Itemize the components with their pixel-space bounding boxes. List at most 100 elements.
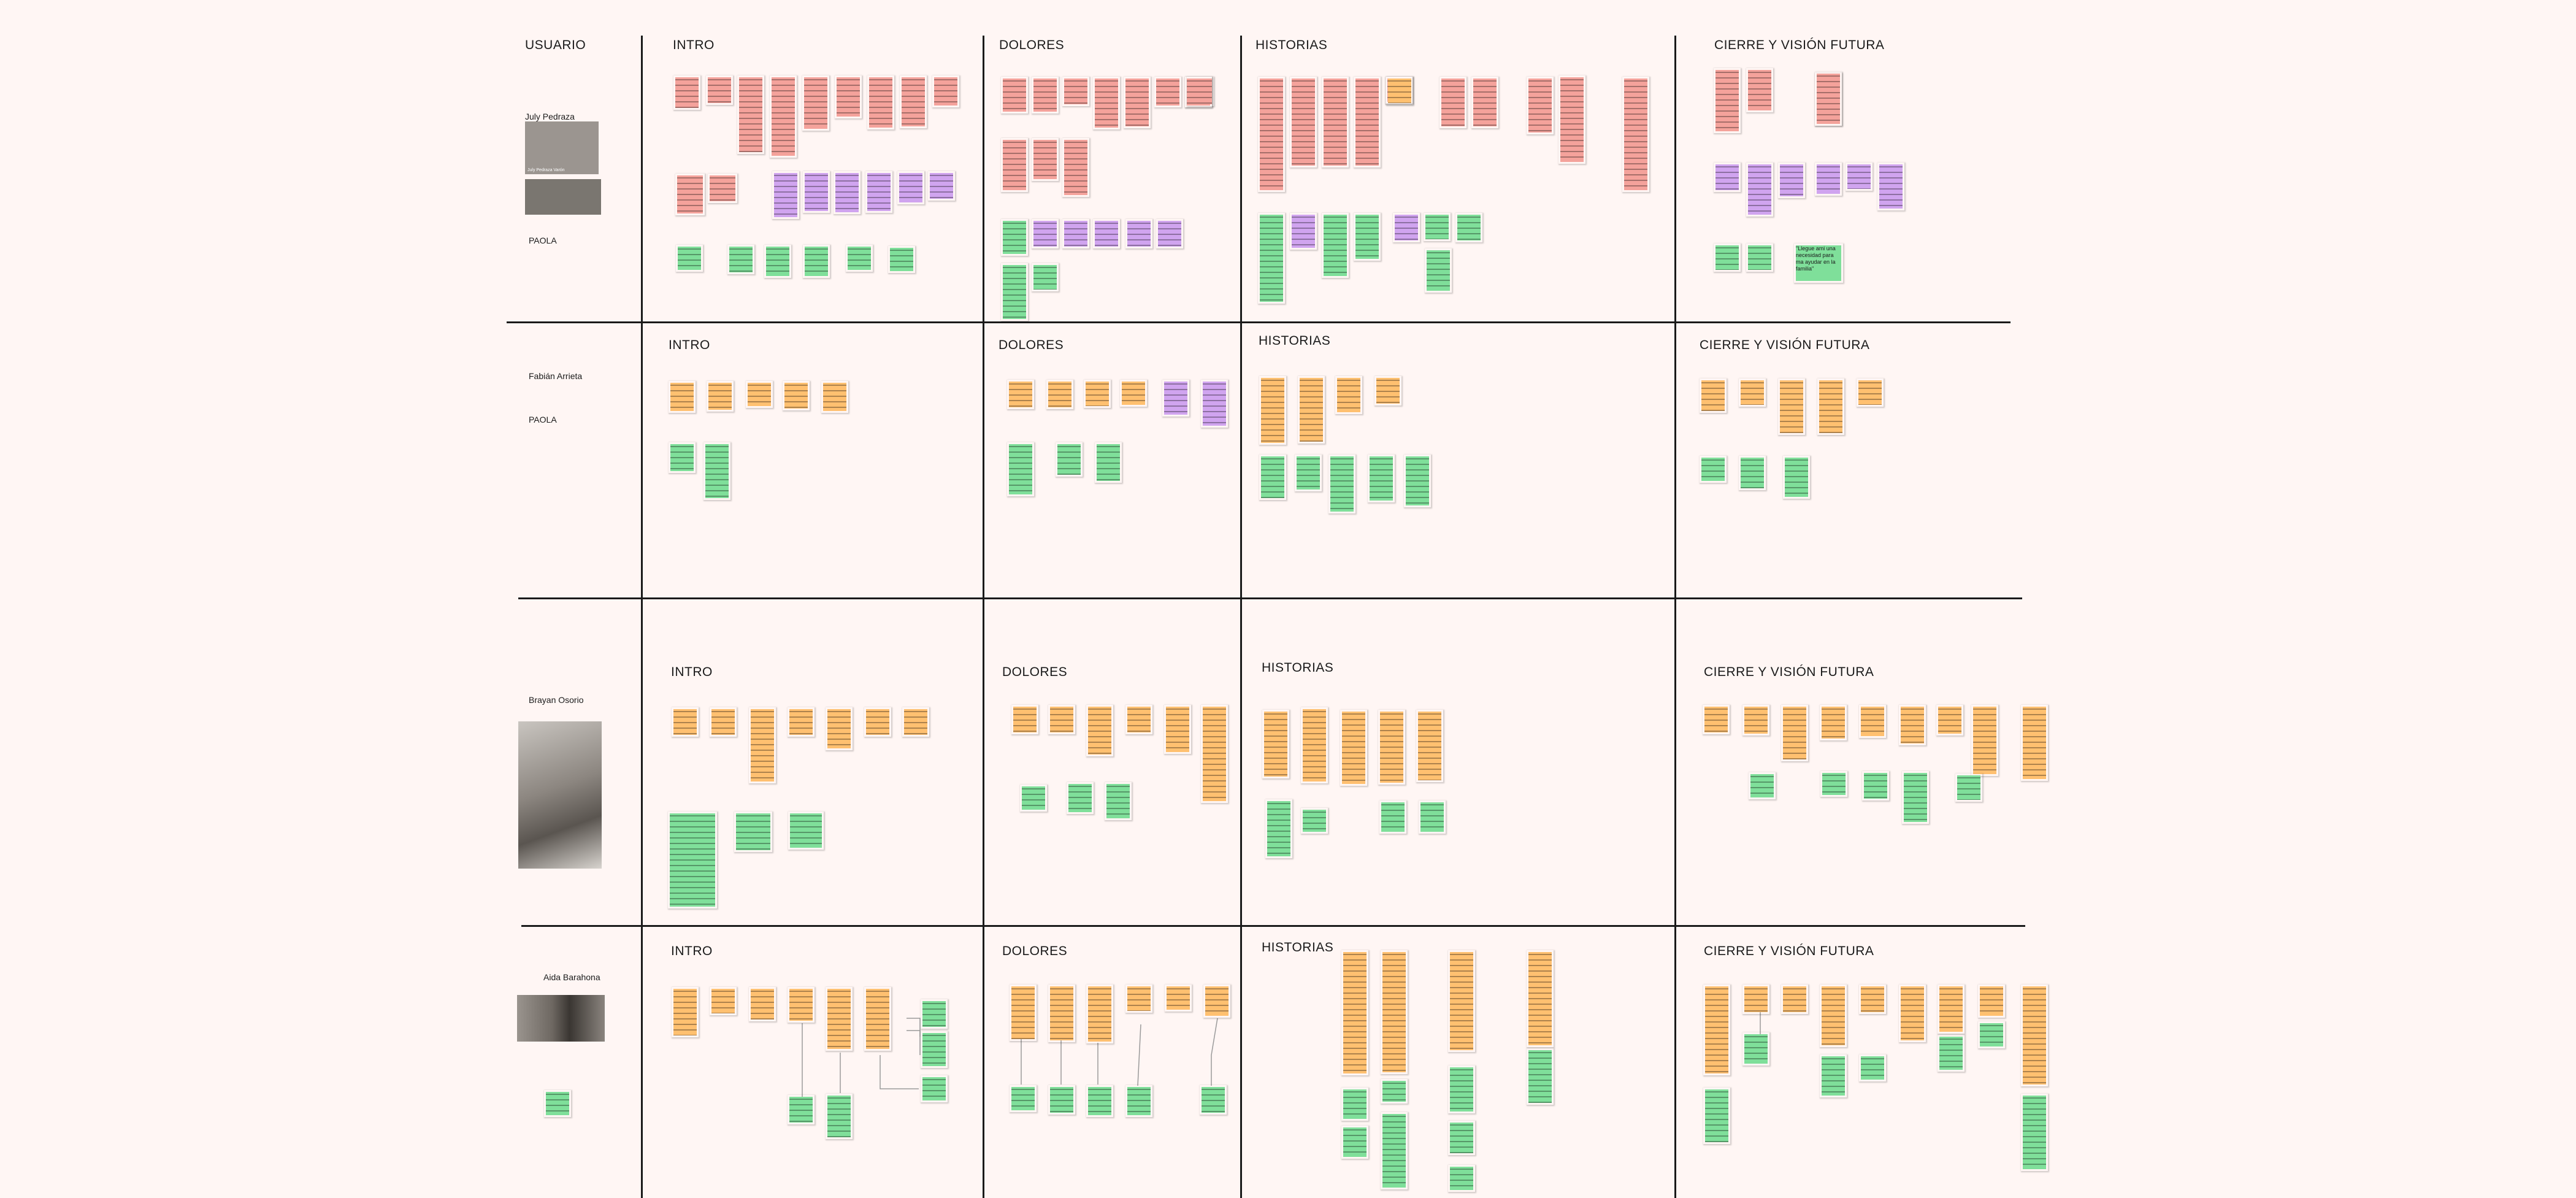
- sticky-note[interactable]: [932, 75, 960, 108]
- sticky-note[interactable]: [1066, 781, 1094, 815]
- sticky-note[interactable]: [1163, 704, 1192, 755]
- sticky-note[interactable]: [1265, 799, 1293, 859]
- sticky-note[interactable]: [1819, 704, 1847, 741]
- sticky-note[interactable]: [1353, 76, 1381, 168]
- sticky-note[interactable]: [1977, 1021, 2006, 1049]
- sticky-note[interactable]: [1403, 454, 1432, 508]
- sticky-note[interactable]: [1386, 76, 1414, 106]
- sticky-note[interactable]: [772, 171, 800, 220]
- sticky-note[interactable]: [1119, 379, 1148, 407]
- sticky-note[interactable]: [788, 811, 824, 850]
- sticky-note[interactable]: [865, 171, 893, 213]
- sticky-note[interactable]: [1713, 243, 1741, 272]
- sticky-note[interactable]: [802, 244, 830, 278]
- sticky-note[interactable]: [1703, 1087, 1731, 1145]
- sticky-note[interactable]: [1738, 455, 1766, 491]
- sticky-note[interactable]: [1257, 76, 1286, 193]
- sticky-note[interactable]: [1009, 1085, 1037, 1113]
- sticky-note[interactable]: [1380, 950, 1408, 1075]
- sticky-note[interactable]: [1713, 67, 1741, 134]
- sticky-note[interactable]: [1104, 781, 1132, 821]
- sticky-note[interactable]: [1742, 704, 1770, 736]
- sticky-note[interactable]: [1702, 704, 1730, 735]
- sticky-note[interactable]: [1367, 454, 1395, 503]
- sticky-note[interactable]: [1439, 76, 1467, 129]
- sticky-note[interactable]: [1416, 709, 1444, 783]
- sticky-note[interactable]: [920, 999, 948, 1029]
- sticky-note[interactable]: [1000, 263, 1029, 321]
- sticky-note[interactable]: [1062, 76, 1090, 107]
- sticky-note[interactable]: [1936, 704, 1964, 736]
- sticky-note[interactable]: [1819, 984, 1847, 1048]
- sticky-note[interactable]: [1447, 1164, 1476, 1192]
- sticky-note[interactable]: [1898, 984, 1926, 1043]
- sticky-note[interactable]: [1781, 984, 1809, 1015]
- sticky-note[interactable]: [1086, 1085, 1114, 1118]
- sticky-note[interactable]: [1845, 162, 1873, 191]
- sticky-note[interactable]: [1031, 76, 1059, 114]
- sticky-note[interactable]: [709, 707, 737, 737]
- sticky-note[interactable]: [1125, 704, 1153, 735]
- sticky-note[interactable]: [1447, 1120, 1476, 1156]
- sticky-note[interactable]: [1162, 379, 1190, 417]
- sticky-note[interactable]: [787, 986, 815, 1023]
- sticky-note[interactable]: [897, 171, 925, 205]
- sticky-note[interactable]: [1006, 442, 1035, 497]
- sticky-note[interactable]: [1901, 770, 1930, 824]
- sticky-note[interactable]: [1203, 984, 1231, 1018]
- sticky-note[interactable]: [1742, 1032, 1770, 1066]
- sticky-note[interactable]: [821, 380, 849, 413]
- sticky-note[interactable]: [1937, 984, 1965, 1034]
- sticky-note[interactable]: [1977, 984, 2006, 1018]
- sticky-note[interactable]: [845, 244, 873, 272]
- sticky-note[interactable]: [1328, 454, 1356, 514]
- sticky-note[interactable]: [675, 173, 705, 216]
- sticky-note[interactable]: [1086, 984, 1114, 1044]
- sticky-note[interactable]: [1699, 378, 1727, 413]
- sticky-note[interactable]: [1048, 704, 1076, 735]
- sticky-note[interactable]: [706, 380, 734, 412]
- sticky-note[interactable]: [1200, 379, 1229, 428]
- sticky-note[interactable]: [1341, 1087, 1369, 1121]
- sticky-note[interactable]: [1777, 162, 1806, 199]
- sticky-note[interactable]: [1297, 375, 1325, 444]
- sticky-note[interactable]: [1380, 1112, 1408, 1190]
- sticky-note[interactable]: [782, 380, 810, 411]
- sticky-note[interactable]: [887, 245, 916, 274]
- sticky-note[interactable]: [1300, 707, 1328, 784]
- sticky-note[interactable]: [1937, 1034, 1965, 1072]
- sticky-note[interactable]: [1046, 379, 1074, 410]
- sticky-note[interactable]: [1955, 773, 1983, 802]
- sticky-note[interactable]: [543, 1089, 572, 1118]
- sticky-note[interactable]: [1289, 212, 1317, 250]
- sticky-note[interactable]: [834, 75, 862, 119]
- sticky-note[interactable]: [748, 707, 776, 784]
- sticky-note[interactable]: [1000, 218, 1029, 256]
- sticky-note[interactable]: [1738, 378, 1766, 407]
- sticky-note[interactable]: [1781, 704, 1809, 762]
- sticky-note[interactable]: [1125, 984, 1153, 1013]
- sticky-note[interactable]: [1335, 375, 1363, 415]
- sticky-note[interactable]: [1455, 212, 1483, 243]
- sticky-note[interactable]: [1031, 137, 1059, 182]
- sticky-note[interactable]: [1086, 704, 1114, 757]
- sticky-note[interactable]: [2020, 984, 2049, 1087]
- sticky-note[interactable]: [737, 75, 765, 155]
- sticky-note[interactable]: [902, 707, 930, 737]
- sticky-note[interactable]: [1858, 1054, 1887, 1082]
- sticky-note[interactable]: [1814, 71, 1842, 126]
- sticky-note[interactable]: [1083, 379, 1111, 409]
- sticky-note[interactable]: [1353, 212, 1381, 261]
- sticky-note[interactable]: [1746, 243, 1774, 272]
- sticky-note[interactable]: [1392, 212, 1420, 243]
- sticky-note[interactable]: [1858, 984, 1887, 1015]
- sticky-note[interactable]: [1856, 378, 1884, 407]
- sticky-note[interactable]: [748, 986, 776, 1022]
- sticky-note[interactable]: [1858, 704, 1887, 739]
- sticky-note[interactable]: [1699, 455, 1727, 483]
- sticky-note[interactable]: [1423, 212, 1451, 242]
- sticky-note[interactable]: [1186, 76, 1214, 107]
- sticky-note[interactable]: [703, 442, 731, 501]
- sticky-note[interactable]: [864, 986, 892, 1051]
- sticky-note[interactable]: [1009, 984, 1037, 1042]
